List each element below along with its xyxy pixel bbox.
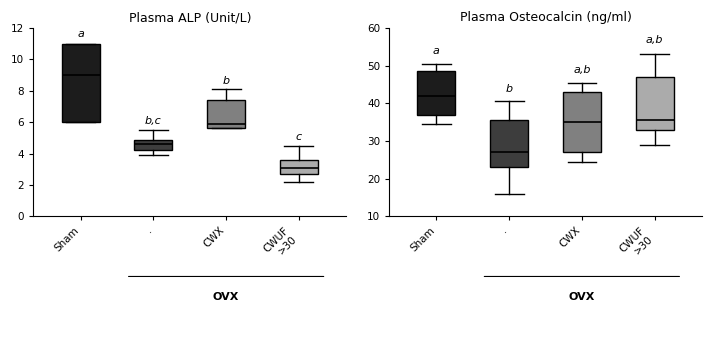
Bar [491,120,528,167]
Bar [636,77,674,130]
Text: a: a [433,46,440,56]
Bar [563,92,601,152]
Title: Plasma ALP (Unit/L): Plasma ALP (Unit/L) [128,11,251,24]
Bar [135,140,173,150]
Bar [418,71,456,115]
Bar [207,100,245,128]
Text: b: b [506,84,513,94]
Bar [62,44,100,122]
Text: a: a [77,29,84,39]
Text: b: b [222,76,230,86]
Bar [280,160,318,174]
Text: OVX: OVX [213,292,240,301]
Text: b,c: b,c [145,116,162,126]
Text: OVX: OVX [569,292,595,301]
Text: a,b: a,b [573,65,590,75]
Text: c: c [296,132,302,142]
Title: Plasma Osteocalcin (ng/ml): Plasma Osteocalcin (ng/ml) [460,11,632,24]
Text: a,b: a,b [646,35,663,45]
